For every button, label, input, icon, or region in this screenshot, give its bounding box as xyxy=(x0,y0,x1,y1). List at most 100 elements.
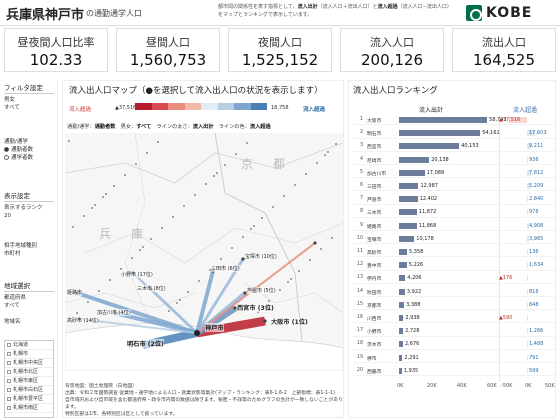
city-dot[interactable] xyxy=(176,302,178,304)
city-dot[interactable] xyxy=(172,216,174,218)
city-dot[interactable] xyxy=(94,204,96,206)
ranking-row[interactable]: 7 芦屋市 12,402 2,840 xyxy=(353,194,557,205)
rank-count-input[interactable]: 20 xyxy=(4,213,11,219)
city-dot[interactable] xyxy=(335,143,337,145)
city-dot[interactable] xyxy=(261,217,263,219)
city-dot[interactable] xyxy=(320,248,322,250)
city-label[interactable]: 宝塚市 (10位) xyxy=(245,253,277,260)
city-dot[interactable] xyxy=(283,195,285,197)
gender-select[interactable]: すべて xyxy=(4,105,20,111)
city-dot[interactable] xyxy=(113,185,115,187)
ranking-row[interactable]: 5 加古川市 17,088 7,812 xyxy=(353,168,557,179)
ranking-row[interactable]: 17 小野市 2,728 1,266 xyxy=(353,326,557,337)
city-dot[interactable] xyxy=(98,290,100,292)
city-label[interactable]: 加古川市 (4位) xyxy=(97,309,131,316)
city-dot[interactable] xyxy=(279,289,281,291)
city-label[interactable]: 姫路市 xyxy=(67,289,83,296)
ranking-row[interactable]: 16 川西市 2,938 ▲590 xyxy=(353,313,557,324)
city-dot[interactable] xyxy=(313,241,317,245)
city-dot[interactable] xyxy=(161,227,163,229)
city-dot[interactable] xyxy=(105,193,107,195)
city-label[interactable]: 三木市 (8位) xyxy=(137,285,166,292)
city-dot[interactable] xyxy=(87,301,89,303)
city-dot[interactable] xyxy=(157,141,159,143)
area-item[interactable]: 札幌市 xyxy=(5,350,53,359)
map-svg[interactable] xyxy=(64,132,344,372)
city-dot[interactable] xyxy=(135,163,137,165)
city-dot[interactable] xyxy=(243,291,247,295)
city-label[interactable]: 芦屋市 (5位) xyxy=(247,287,276,294)
ranking-row[interactable]: 8 三木市 11,872 978 xyxy=(353,207,557,218)
ranking-row[interactable]: 14 吹田市 3,922 818 xyxy=(353,287,557,297)
area-listbox[interactable]: 北海道 札幌市 札幌市中央区 札幌市北区 札幌市東区 札幌市白石区 札幌市豊平区… xyxy=(4,340,54,418)
ranking-row[interactable]: 2 明石市 54,161 17,603 xyxy=(353,128,557,139)
city-dot[interactable] xyxy=(209,269,211,271)
radio-commute[interactable]: 通勤者数 xyxy=(4,146,54,154)
city-dot[interactable] xyxy=(205,183,207,185)
radio-school[interactable]: 通学者数 xyxy=(4,154,54,162)
city-dot[interactable] xyxy=(290,278,292,280)
city-dot[interactable] xyxy=(109,279,111,281)
city-dot[interactable] xyxy=(241,257,245,261)
city-dot[interactable] xyxy=(131,257,133,259)
city-dot[interactable] xyxy=(294,184,296,186)
map-canvas[interactable]: 兵 庫 京 都 大阪市 (1位) 明石市 (2位) 西宮市 (3位) 芦屋市 (… xyxy=(64,132,344,372)
city-dot[interactable] xyxy=(327,151,329,153)
city-dot[interactable] xyxy=(183,205,185,207)
ranking-row[interactable]: 18 茨木市 2,676 1,488 xyxy=(353,339,557,350)
area-item[interactable]: 札幌市北区 xyxy=(5,368,53,377)
area-item[interactable]: 札幌市東区 xyxy=(5,377,53,386)
pref-select[interactable]: すべて xyxy=(4,303,20,309)
city-dot[interactable] xyxy=(102,196,104,198)
city-dot[interactable] xyxy=(68,140,70,142)
city-dot[interactable] xyxy=(168,310,170,312)
city-dot[interactable] xyxy=(305,173,307,175)
city-dot[interactable] xyxy=(233,306,237,310)
city-dot[interactable] xyxy=(231,247,233,249)
ranking-row[interactable]: 1 大阪市 58,742 ▲37,516 xyxy=(353,115,557,126)
city-dot[interactable] xyxy=(272,206,274,208)
ranking-row[interactable]: 6 三田市 12,987 5,209 xyxy=(353,181,557,192)
city-dot[interactable] xyxy=(324,154,326,156)
city-dot[interactable] xyxy=(76,312,78,314)
city-label[interactable]: 高砂市 (14位) xyxy=(67,317,99,324)
city-dot[interactable] xyxy=(224,164,226,166)
city-dot[interactable] xyxy=(268,300,270,302)
ranking-row[interactable]: 3 西宮市 40,153 9,211 xyxy=(353,141,557,152)
area-item[interactable]: 札幌市豊平区 xyxy=(5,395,53,404)
city-dot[interactable] xyxy=(146,152,148,154)
kobe-dot[interactable] xyxy=(194,330,200,336)
city-dot[interactable] xyxy=(139,249,141,251)
city-dot[interactable] xyxy=(124,174,126,176)
area-item[interactable]: 北海道 xyxy=(5,341,53,350)
ranking-row[interactable]: 9 姫路市 11,868 4,908 xyxy=(353,221,557,231)
city-label-kobe[interactable]: 神戸市 xyxy=(205,323,224,332)
city-dot[interactable] xyxy=(331,237,333,239)
area-item[interactable]: 札幌市中央区 xyxy=(5,359,53,368)
ranking-row[interactable]: 10 宝塚市 10,178 3,965 xyxy=(353,234,557,245)
city-label[interactable]: 明石市 (2位) xyxy=(127,339,164,348)
city-dot[interactable] xyxy=(198,280,200,282)
city-dot[interactable] xyxy=(220,258,222,260)
city-dot[interactable] xyxy=(263,319,267,323)
area-item[interactable]: 札幌市白石区 xyxy=(5,386,53,395)
city-dot[interactable] xyxy=(91,207,93,209)
city-dot[interactable] xyxy=(72,226,74,228)
city-dot[interactable] xyxy=(287,281,289,283)
city-dot[interactable] xyxy=(216,172,218,174)
region-type-select[interactable]: 市町村 xyxy=(4,251,21,257)
city-label[interactable]: 大阪市 (1位) xyxy=(271,317,308,326)
ranking-row[interactable]: 4 尼崎市 20,138 936 xyxy=(353,155,557,165)
ranking-row[interactable]: 12 豊中市 5,226 1,634 xyxy=(353,260,557,271)
ranking-row[interactable]: 15 京都市 3,388 848 xyxy=(353,300,557,311)
ranking-row[interactable]: 20 西脇市 1,935 599 xyxy=(353,366,557,377)
area-item[interactable]: 札幌市南区 xyxy=(5,404,53,413)
city-label[interactable]: 小野市 (17位) xyxy=(121,271,153,278)
city-dot[interactable] xyxy=(298,270,300,272)
city-label[interactable]: 西宮市 (3位) xyxy=(237,303,274,312)
ranking-row[interactable]: 13 伊丹市 4,206 ▲176 xyxy=(353,273,557,284)
city-dot[interactable] xyxy=(179,299,181,301)
city-dot[interactable] xyxy=(253,225,255,227)
city-dot[interactable] xyxy=(309,259,311,261)
ranking-row[interactable]: 11 高砂市 5,358 136 xyxy=(353,247,557,258)
